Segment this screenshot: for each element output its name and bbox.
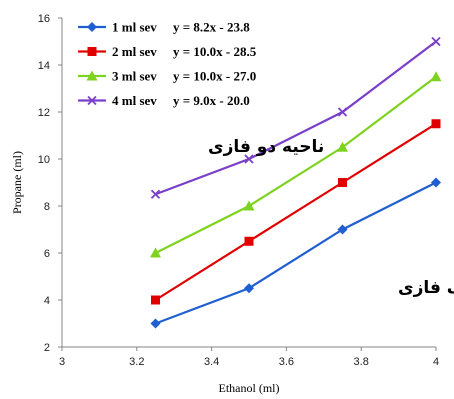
y-tick-label: 10 <box>38 154 50 166</box>
data-point <box>243 200 255 211</box>
data-point <box>431 119 441 129</box>
legend-label: 1 ml sev <box>112 20 157 35</box>
data-point <box>338 178 347 187</box>
y-tick-label: 12 <box>38 107 50 119</box>
x-tick-label: 3.6 <box>279 356 294 368</box>
series-line <box>154 122 437 301</box>
y-tick-label: 6 <box>44 248 50 260</box>
axes: 3 3.2 3.4 3.6 3.8 4 2 4 6 8 10 12 14 16 Ethanol (ml) Pr… <box>10 13 439 395</box>
data-point <box>337 107 348 117</box>
y-tick-label: 4 <box>44 295 50 307</box>
x-tick-label: 3 <box>59 356 65 368</box>
legend-swatch-marker <box>87 47 97 56</box>
y-axis-title: Propane (ml) <box>10 151 24 214</box>
data-point <box>150 247 161 258</box>
series-layer <box>150 36 442 329</box>
data-point <box>431 177 441 188</box>
legend-label: 3 ml sev <box>112 69 157 84</box>
x-tick-label: 4 <box>433 356 439 368</box>
legend-equation: y = 10.0x - 27.0 <box>173 69 256 84</box>
x-tick-label: 3.8 <box>354 356 369 368</box>
data-point <box>337 224 348 235</box>
legend-entry: 4 ml sev y = 9.0x - 20.0 <box>78 93 250 108</box>
x-tick-label: 3.2 <box>129 356 144 368</box>
legend-entry: 2 ml sev y = 10.0x - 28.5 <box>78 44 257 59</box>
series-line <box>155 40 437 196</box>
legend-swatch-marker <box>87 22 97 32</box>
legend-entry: 3 ml sev y = 10.0x - 27.0 <box>78 69 256 84</box>
legend-label: 4 ml sev <box>112 93 157 108</box>
y-tick-label: 16 <box>38 13 50 25</box>
data-point <box>244 283 254 294</box>
legend-equation: y = 10.0x - 28.5 <box>173 44 257 59</box>
series-4 <box>150 36 441 199</box>
legend-swatch-marker <box>86 70 98 81</box>
data-point <box>431 36 441 47</box>
data-point <box>150 318 161 329</box>
legend-equation: y = 8.2x - 23.8 <box>173 20 250 35</box>
legend: 1 ml sev y = 8.2x - 23.8 2 ml sev y = 10.0x… <box>78 20 257 108</box>
series-1 <box>150 177 441 329</box>
annotation-two-phase: ناحیه دو فازی <box>208 137 324 157</box>
y-tick-label: 14 <box>38 60 50 72</box>
annotation-one-phase: ناحیه تک فازی <box>398 278 454 298</box>
legend-swatch-marker <box>87 95 97 106</box>
series-3 <box>150 71 442 258</box>
x-axis-title: Ethanol (ml) <box>219 381 280 395</box>
legend-equation: y = 9.0x - 20.0 <box>173 93 250 108</box>
legend-entry: 1 ml sev y = 8.2x - 23.8 <box>78 20 250 35</box>
data-point <box>150 189 161 199</box>
data-point <box>430 71 442 82</box>
series-line <box>155 181 437 325</box>
legend-label: 2 ml sev <box>112 44 157 59</box>
data-point <box>151 295 160 305</box>
y-tick-label: 8 <box>44 201 50 213</box>
series-line <box>155 75 437 254</box>
annotations: ناحیه دو فازی ناحیه تک فازی <box>208 137 454 298</box>
data-point <box>244 154 254 164</box>
data-point <box>244 236 254 246</box>
y-tick-label: 2 <box>44 342 50 354</box>
data-point <box>337 141 348 152</box>
series-2 <box>151 119 441 305</box>
x-tick-label: 3.4 <box>204 356 219 368</box>
